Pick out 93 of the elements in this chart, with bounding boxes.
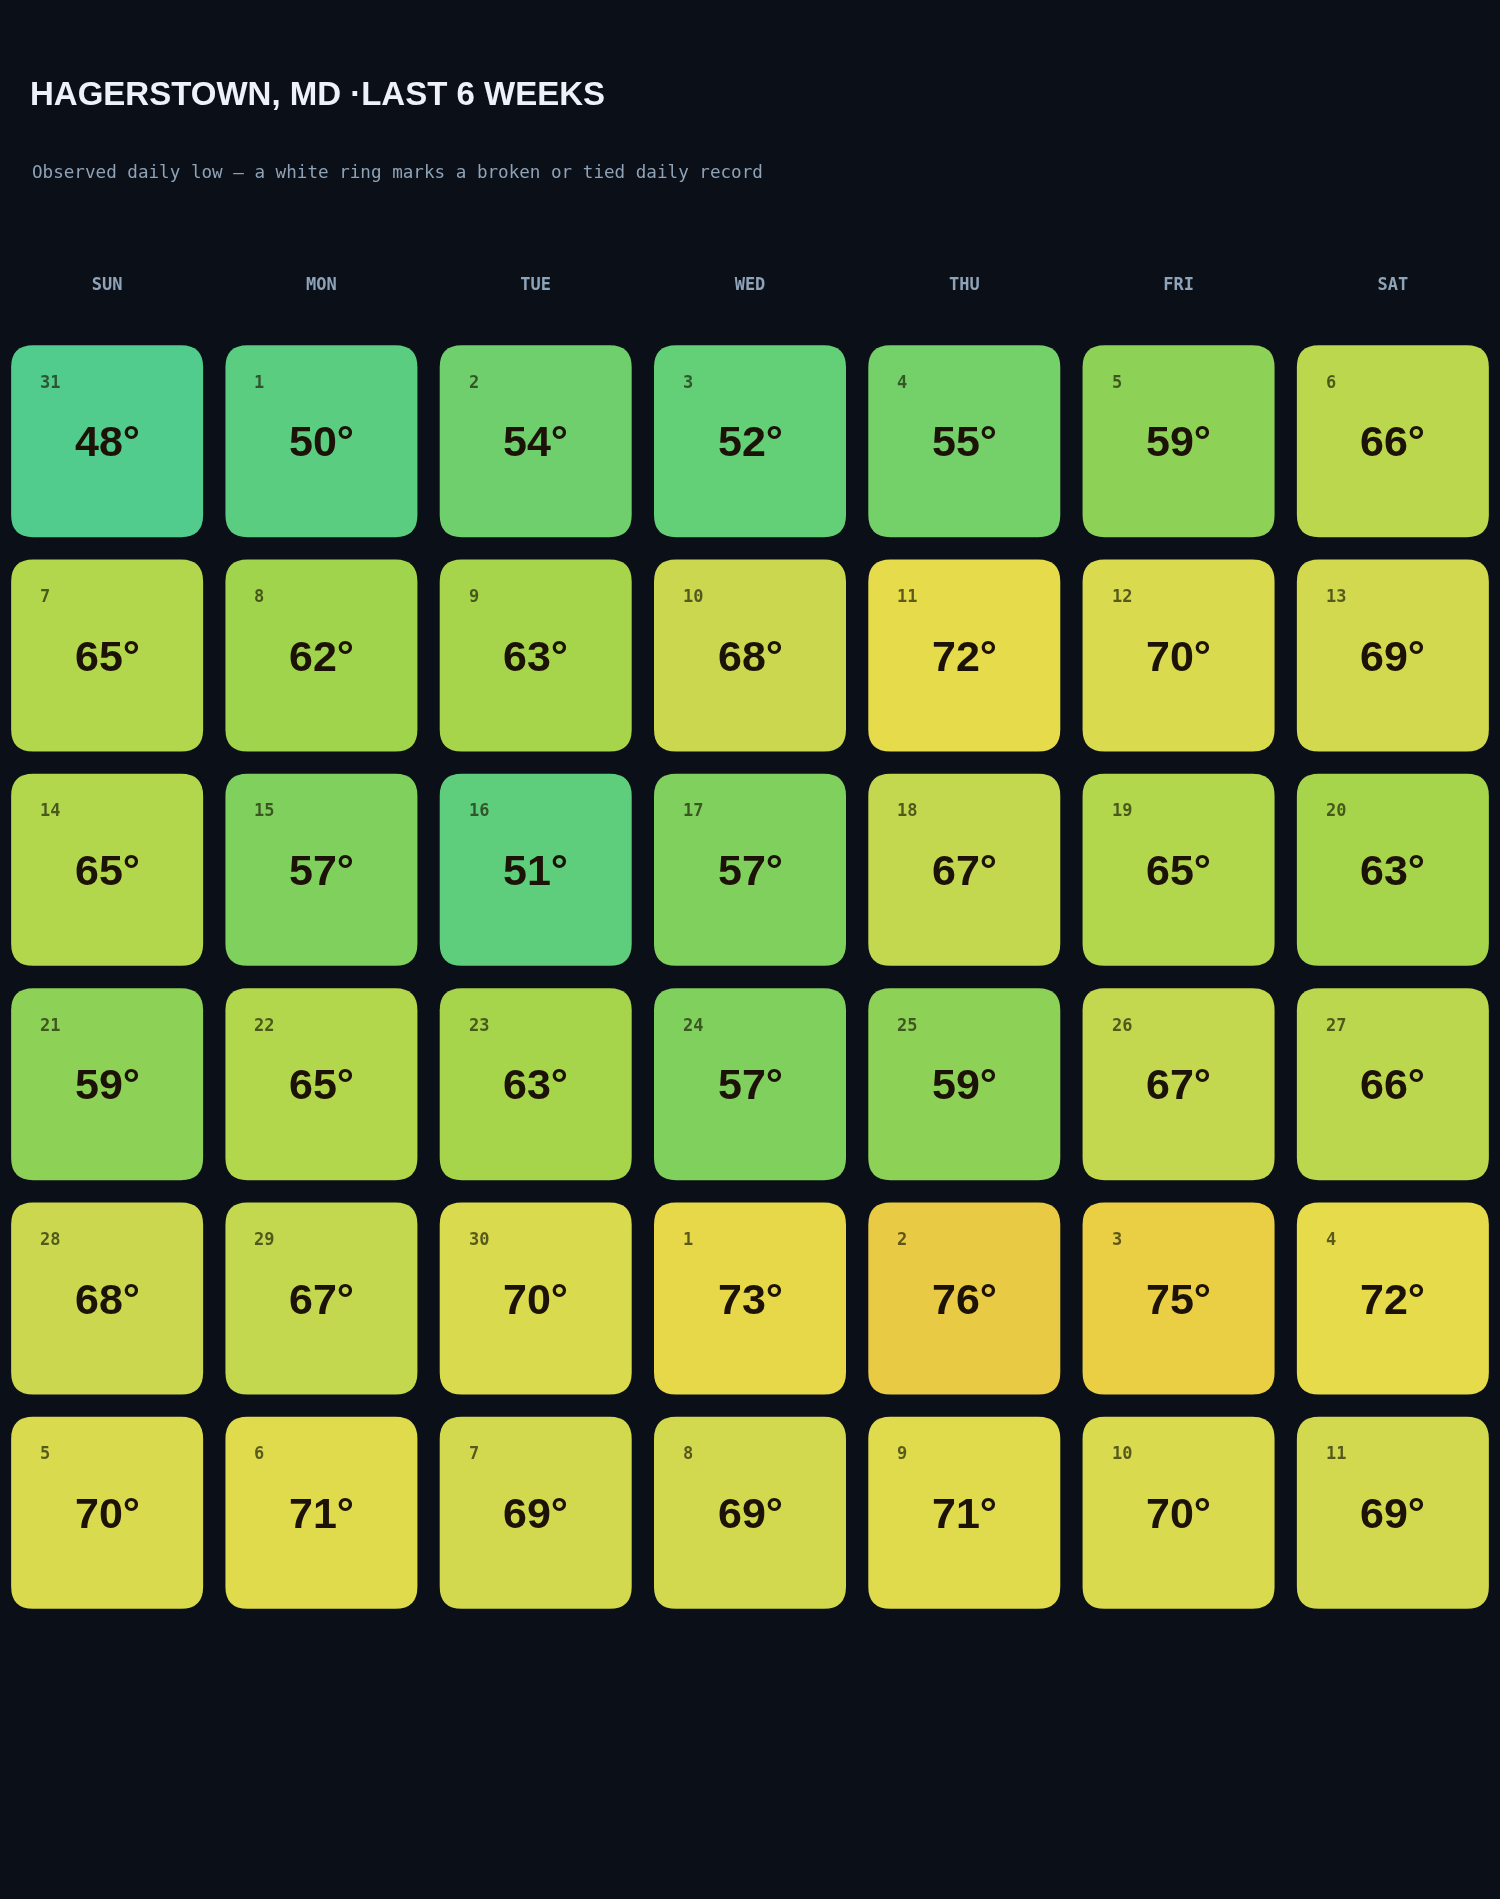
data-label: 68°: [75, 1275, 141, 1323]
annotation: 21: [40, 1015, 61, 1035]
annotation: 2: [469, 372, 480, 392]
annotation: 17: [683, 800, 704, 820]
data-label: 69°: [1360, 632, 1426, 680]
data-label: 70°: [75, 1489, 141, 1537]
chart-subtitle: Observed daily low — a white ring marks a broken or tied daily record: [32, 162, 763, 182]
data-label: 63°: [503, 632, 569, 680]
annotation: 8: [254, 586, 265, 606]
annotation: 22: [254, 1015, 275, 1035]
data-label: 51°: [503, 846, 569, 894]
data-label: 57°: [718, 1060, 784, 1108]
data-label: 55°: [932, 417, 998, 465]
x-tick-label: MON: [306, 273, 337, 294]
annotation: 27: [1326, 1015, 1347, 1035]
annotation: 15: [254, 800, 275, 820]
data-label: 67°: [1146, 1060, 1212, 1108]
data-label: 69°: [503, 1489, 569, 1537]
annotation: 19: [1112, 800, 1133, 820]
data-label: 72°: [932, 632, 998, 680]
data-label: 52°: [718, 417, 784, 465]
annotation: 29: [254, 1229, 275, 1249]
data-label: 68°: [718, 632, 784, 680]
annotation: 7: [40, 586, 51, 606]
data-label: 73°: [718, 1275, 784, 1323]
annotation: 18: [897, 800, 918, 820]
annotation: 13: [1326, 586, 1347, 606]
data-label: 75°: [1146, 1275, 1212, 1323]
data-label: 70°: [1146, 632, 1212, 680]
annotation: 16: [469, 800, 490, 820]
data-label: 69°: [718, 1489, 784, 1537]
data-label: 65°: [1146, 846, 1212, 894]
data-label: 76°: [932, 1275, 998, 1323]
annotation: 7: [469, 1443, 480, 1463]
data-label: 70°: [1146, 1489, 1212, 1537]
annotation: 10: [683, 586, 704, 606]
annotation: 11: [1326, 1443, 1347, 1463]
data-label: 63°: [1360, 846, 1426, 894]
x-tick-label: FRI: [1163, 273, 1194, 294]
annotation: 25: [897, 1015, 918, 1035]
data-label: 57°: [289, 846, 355, 894]
data-label: 59°: [75, 1060, 141, 1108]
annotation: 20: [1326, 800, 1347, 820]
annotation: 1: [254, 372, 265, 392]
annotation: 6: [254, 1443, 265, 1463]
data-label: 54°: [503, 417, 569, 465]
data-label: 59°: [1146, 417, 1212, 465]
data-label: 48°: [75, 417, 141, 465]
data-label: 62°: [289, 632, 355, 680]
annotation: 11: [897, 586, 918, 606]
data-label: 63°: [503, 1060, 569, 1108]
data-label: 71°: [289, 1489, 355, 1537]
x-tick-label: TUE: [520, 273, 552, 294]
annotation: 23: [469, 1015, 490, 1035]
annotation: 4: [897, 372, 908, 392]
data-label: 66°: [1360, 1060, 1426, 1108]
annotation: 24: [683, 1015, 704, 1035]
annotation: 3: [1112, 1229, 1123, 1249]
annotation: 5: [1112, 372, 1123, 392]
data-label: 65°: [75, 846, 141, 894]
annotation: 10: [1112, 1443, 1133, 1463]
data-label: 70°: [503, 1275, 569, 1323]
data-label: 59°: [932, 1060, 998, 1108]
annotation: 14: [40, 800, 61, 820]
data-label: 72°: [1360, 1275, 1426, 1323]
annotation: 3: [683, 372, 694, 392]
annotation: 6: [1326, 372, 1337, 392]
data-label: 57°: [718, 846, 784, 894]
data-label: 66°: [1360, 417, 1426, 465]
data-label: 71°: [932, 1489, 998, 1537]
data-label: 65°: [289, 1060, 355, 1108]
data-label: 69°: [1360, 1489, 1426, 1537]
chart-title: HAGERSTOWN, MD ·LAST 6 WEEKS: [30, 74, 606, 112]
x-tick-label: SUN: [91, 273, 123, 294]
data-label: 65°: [75, 632, 141, 680]
annotation: 26: [1112, 1015, 1133, 1035]
annotation: 4: [1326, 1229, 1337, 1249]
annotation: 5: [40, 1443, 51, 1463]
x-tick-label: THU: [948, 273, 980, 294]
annotation: 31: [40, 372, 61, 392]
annotation: 28: [40, 1229, 61, 1249]
data-label: 67°: [932, 846, 998, 894]
annotation: 30: [469, 1229, 490, 1249]
x-tick-label: SAT: [1377, 273, 1409, 294]
x-tick-label: WED: [734, 273, 766, 294]
annotation: 1: [683, 1229, 694, 1249]
data-label: 50°: [289, 417, 355, 465]
annotation: 2: [897, 1229, 908, 1249]
annotation: 9: [469, 586, 480, 606]
annotation: 8: [683, 1443, 694, 1463]
annotation: 9: [897, 1443, 908, 1463]
data-label: 67°: [289, 1275, 355, 1323]
annotation: 12: [1112, 586, 1133, 606]
